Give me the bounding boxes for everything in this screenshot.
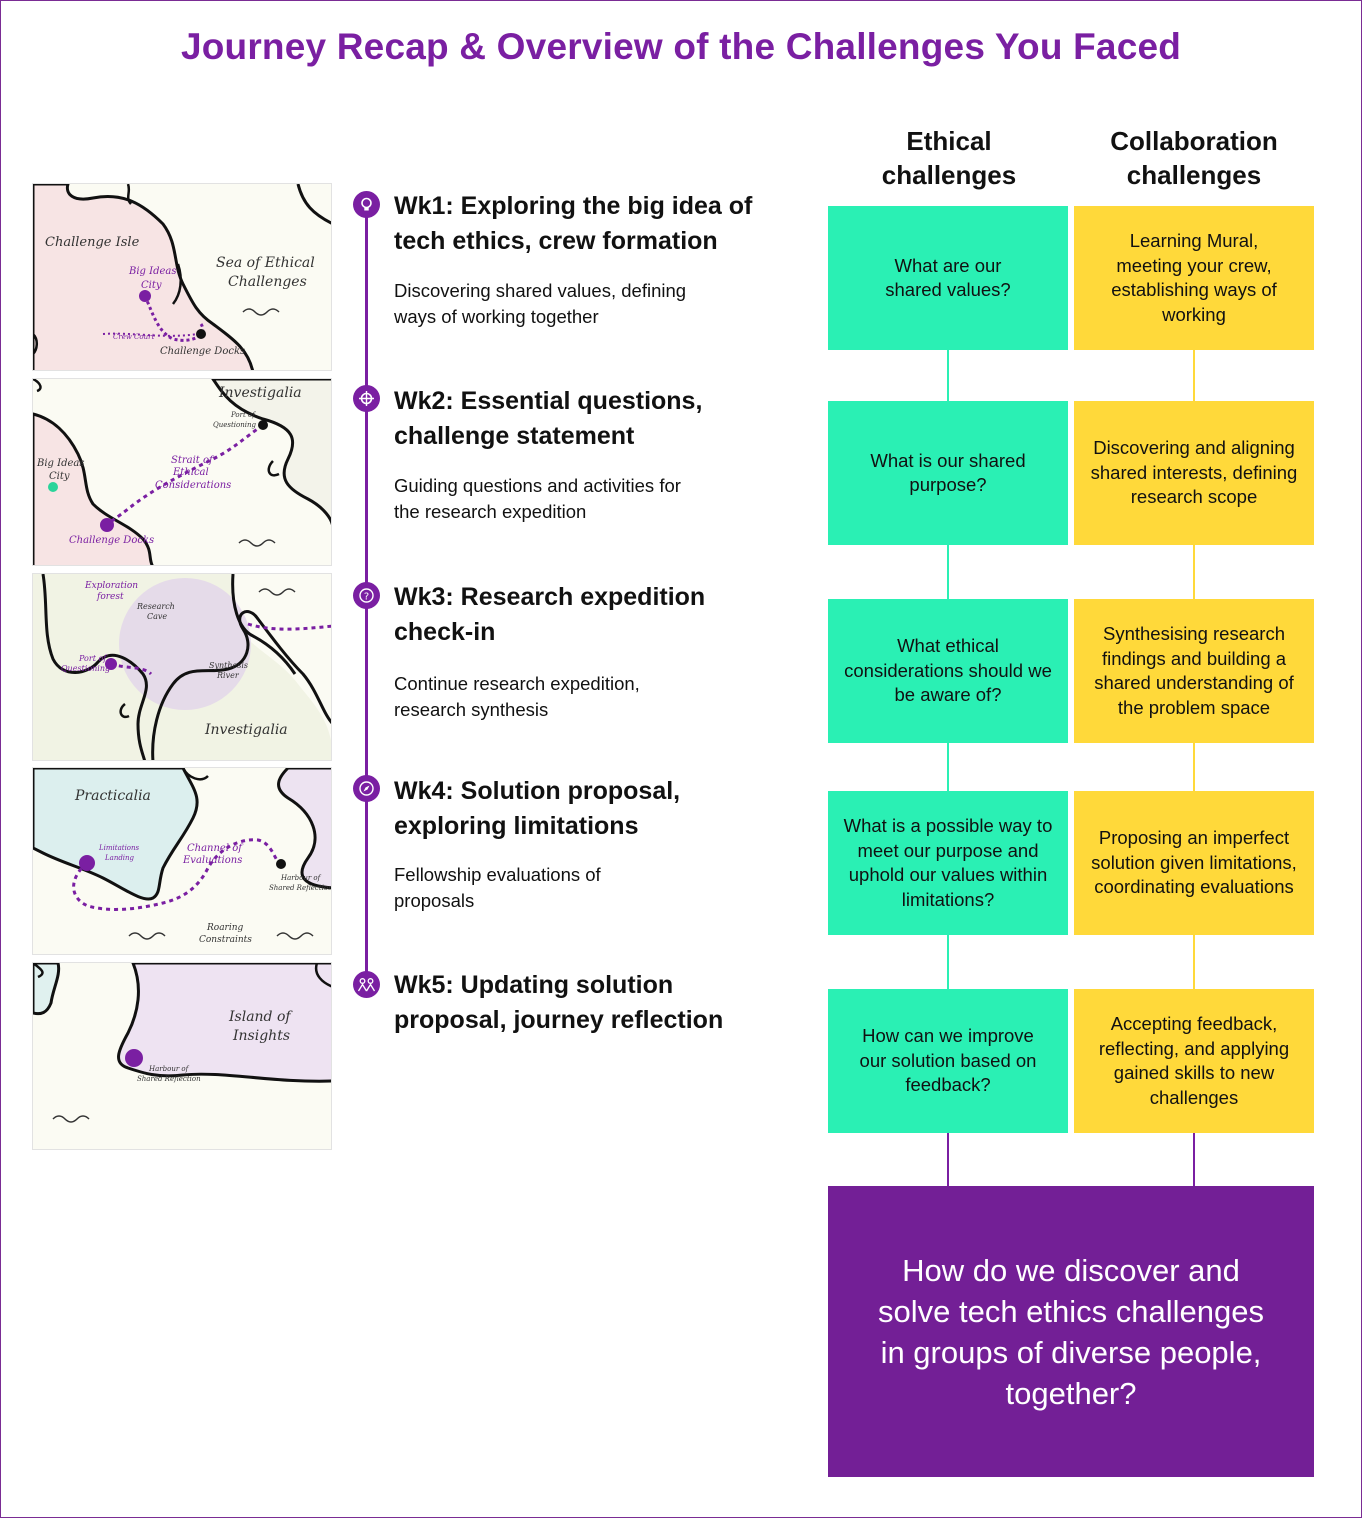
ethical-challenge-2: What is our shared purpose? xyxy=(828,401,1068,545)
week-2-title: Wk2: Essential questions, challenge stat… xyxy=(394,387,703,450)
map-week-5: Island of Insights Harbour of Shared Ref… xyxy=(32,962,332,1150)
week-3-description: Continue research expedition, research s… xyxy=(394,673,640,720)
week-4-description: Fellowship evaluations of proposals xyxy=(394,864,601,911)
map-label: forest xyxy=(96,592,124,602)
map-label: Strait of xyxy=(171,455,215,466)
ethical-column-header: Ethical challenges xyxy=(881,126,1017,190)
collaboration-connector xyxy=(1193,743,1195,791)
week-1-title: Wk1: Exploring the big idea of tech ethi… xyxy=(394,192,753,255)
map-label: Big Ideas xyxy=(128,266,177,277)
map-label: Research xyxy=(136,602,175,611)
map-label: Harbour of xyxy=(148,1065,190,1073)
map-label: Channel of xyxy=(187,843,244,854)
collaboration-connector xyxy=(1193,935,1195,989)
map-label: Questioning xyxy=(61,664,110,673)
collaboration-challenge-5: Accepting feedback, reflecting, and appl… xyxy=(1074,989,1314,1133)
ethical-challenge-1: What are our shared values? xyxy=(828,206,1068,350)
map-label: Shared Reflection xyxy=(269,884,332,892)
map-label: Evaluations xyxy=(182,855,242,866)
week-3-title: Wk3: Research expedition check-in xyxy=(394,583,706,646)
final-connector xyxy=(1193,1133,1195,1186)
page-title: Journey Recap & Overview of the Challeng… xyxy=(180,26,1182,67)
map-label: Investigalia xyxy=(204,722,288,738)
map-label: Port of xyxy=(78,654,108,663)
map-label: Big Ideas xyxy=(36,458,85,469)
week-2-description: Guiding questions and activities for the… xyxy=(394,475,681,522)
map-label: Limitations xyxy=(98,844,140,852)
map-label: Harbour of xyxy=(280,874,322,882)
ethical-connector xyxy=(947,743,949,791)
week-5-title: Wk5: Updating solution proposal, journey… xyxy=(394,971,724,1034)
map-label: Crew Court xyxy=(113,333,154,341)
map-label: Cave xyxy=(147,612,167,621)
map-label: Constraints xyxy=(199,935,252,945)
collaboration-challenge-4: Proposing an imperfect solution given li… xyxy=(1074,791,1314,935)
ethical-connector xyxy=(947,935,949,989)
map-label: River xyxy=(216,671,240,680)
collaboration-challenge-1: Learning Mural, meeting your crew, estab… xyxy=(1074,206,1314,350)
collaboration-challenge-2: Discovering and aligning shared interest… xyxy=(1074,401,1314,545)
ethical-challenge-4: What is a possible way to meet our purpo… xyxy=(828,791,1068,935)
map-label: Shared Reflection xyxy=(137,1075,201,1083)
svg-text:?: ? xyxy=(364,592,369,603)
compass-icon xyxy=(353,775,380,802)
question-icon: ? xyxy=(353,582,380,609)
map-label: City xyxy=(141,280,162,291)
map-label: Challenge Isle xyxy=(45,235,140,250)
ethical-challenge-5: How can we improve our solution based on… xyxy=(828,989,1068,1133)
map-week-2: Investigalia Port of Questioning Big Ide… xyxy=(32,378,332,566)
final-question: How do we discover and solve tech ethics… xyxy=(877,1252,1264,1411)
collaboration-challenge-3: Synthesising research findings and build… xyxy=(1074,599,1314,743)
lightbulb-icon xyxy=(353,191,380,218)
map-label: Island of xyxy=(228,1009,293,1025)
final-connector xyxy=(947,1133,949,1186)
map-label: Challenge Docks xyxy=(160,346,245,357)
crosshair-icon xyxy=(353,385,380,412)
map-label: Exploration xyxy=(84,581,138,591)
map-label: Questioning xyxy=(213,421,257,429)
map-label: Sea of Ethical xyxy=(216,255,315,271)
final-question-box: How do we discover and solve tech ethics… xyxy=(828,1186,1314,1477)
map-label: Synthesis xyxy=(209,661,248,670)
map-label: Landing xyxy=(104,854,135,862)
map-label: City xyxy=(49,471,70,482)
map-label: Considerations xyxy=(155,480,231,491)
map-week-3: Exploration forest Research Cave Port of… xyxy=(32,573,332,761)
map-label: Practicalia xyxy=(74,788,151,804)
map-label: Challenges xyxy=(228,274,307,290)
map-label: Challenge Docks xyxy=(69,535,154,546)
people-icon xyxy=(353,971,380,998)
map-label: Roaring xyxy=(206,923,244,933)
map-week-4: Practicalia Limitations Landing Channel … xyxy=(32,767,332,955)
collaboration-connector xyxy=(1193,350,1195,401)
collaboration-connector xyxy=(1193,545,1195,599)
ethical-connector xyxy=(947,350,949,401)
map-label: Port of xyxy=(230,411,256,419)
map-label: Investigalia xyxy=(218,385,302,401)
week-1-description: Discovering shared values, defining ways… xyxy=(394,280,687,327)
week-4-title: Wk4: Solution proposal, exploring limita… xyxy=(394,777,681,840)
ethical-connector xyxy=(947,545,949,599)
ethical-challenge-3: What ethical considerations should we be… xyxy=(828,599,1068,743)
map-label: Insights xyxy=(232,1028,290,1044)
map-week-1: Challenge Isle Sea of Ethical Challenges… xyxy=(32,183,332,371)
collaboration-column-header: Collaboration challenges xyxy=(1110,126,1278,190)
map-label: Ethical xyxy=(172,467,209,478)
